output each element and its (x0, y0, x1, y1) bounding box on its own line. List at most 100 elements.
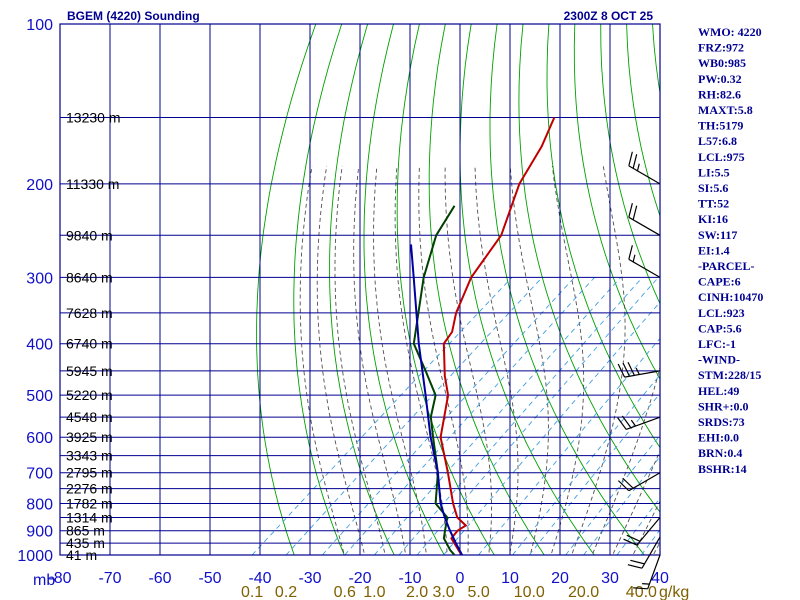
wind-barb-flag (633, 587, 648, 590)
temperature-tick-label: -40 (248, 570, 271, 587)
moist-adiabat (591, 365, 660, 555)
mixing-ratio-line (398, 277, 643, 555)
mixing-ratio-label: 1.0 (363, 584, 385, 600)
height-level-label: 2276 m (66, 481, 113, 497)
temperature-profile (439, 117, 556, 555)
wind-barb-staff (647, 554, 661, 590)
parcel-trace (410, 244, 464, 555)
height-level-label: 8640 m (66, 269, 113, 285)
wind-barb (627, 536, 661, 569)
wind-barb-flag (628, 203, 633, 218)
index-line: STM:228/15 (698, 368, 761, 382)
wind-barb-staff (625, 416, 661, 431)
temperature-tick-label: -60 (148, 570, 171, 587)
height-level-label: 5945 m (66, 363, 113, 379)
index-line: CAPE:6 (698, 275, 741, 289)
mixing-ratio-label: 0.1 (241, 584, 263, 600)
temperature-tick-label: 0 (456, 570, 465, 587)
wind-barb (617, 362, 661, 378)
pressure-tick-label: 800 (26, 497, 53, 514)
index-line: PW:0.32 (698, 72, 742, 86)
station-title: BGEM (4220) Sounding (67, 9, 200, 23)
wind-barb (617, 415, 661, 431)
height-level-label: 5220 m (66, 387, 113, 403)
temperature-tick-label: 20 (551, 570, 569, 587)
moist-adiabat (299, 165, 345, 555)
height-level-label: 2795 m (66, 465, 113, 481)
pressure-tick-label: 100 (26, 17, 53, 34)
index-line: CAP:5.6 (698, 321, 742, 335)
moist-adiabat (509, 165, 549, 555)
pressure-tick-label: 200 (26, 177, 53, 194)
temperature-tick-label: 40 (651, 570, 669, 587)
index-line: HEL:49 (698, 384, 739, 398)
index-line: WB0:985 (698, 56, 746, 70)
moist-adiabat (444, 165, 493, 555)
valid-time: 2300Z 8 OCT 25 (564, 9, 654, 23)
temperature-tick-label: -50 (198, 570, 221, 587)
pressure-tick-label: 700 (26, 466, 53, 483)
mixing-ratio-label: 0.6 (334, 584, 356, 600)
pressure-tick-label: 500 (26, 388, 53, 405)
index-line: SW:117 (698, 228, 737, 242)
dewpoint-profile (412, 205, 456, 555)
wind-barb (628, 151, 661, 185)
pressure-tick-label: 900 (26, 524, 53, 541)
index-line: KI:16 (698, 212, 728, 226)
wind-barb-half-flag (642, 583, 650, 585)
index-line: -WIND- (698, 353, 740, 367)
pressure-tick-label: 300 (26, 270, 53, 287)
height-level-label: 7628 m (66, 305, 113, 321)
index-line: CINH:10470 (698, 290, 763, 304)
height-level-label: 11330 m (66, 176, 119, 192)
temperature-tick-label: -20 (348, 570, 371, 587)
wind-barb (628, 245, 661, 278)
index-line: TT:52 (698, 197, 729, 211)
wind-barb-flag (622, 477, 634, 489)
temperature-tick-label: -10 (398, 570, 421, 587)
index-line: RH:82.6 (698, 87, 741, 101)
index-line: EI:1.4 (698, 243, 730, 257)
wind-barb-flag (630, 559, 645, 565)
height-level-label: 435 m (66, 535, 105, 551)
index-line: EHI:0.0 (698, 431, 739, 445)
mixing-ratio-label: 0.2 (275, 584, 297, 600)
index-line: TH:5179 (698, 119, 743, 133)
index-line: BSHR:14 (698, 462, 747, 476)
wind-barb-flag (617, 363, 626, 378)
wind-barb-flag (628, 245, 633, 260)
height-level-label: 9840 m (66, 227, 113, 243)
height-level-label: 13230 m (66, 110, 120, 126)
index-line: LI:5.5 (698, 165, 730, 179)
wind-barb-half-flag (630, 419, 637, 427)
wind-barb-flag (627, 362, 635, 376)
mixing-ratio-line (583, 455, 660, 555)
mixing-ratio-label: 20.0 (568, 584, 599, 600)
mixing-ratio-label: 3.0 (432, 584, 454, 600)
wind-barbs (617, 151, 661, 590)
height-level-label: 1314 m (66, 510, 113, 526)
temperature-tick-label: -70 (98, 570, 121, 587)
index-line: FRZ:972 (698, 41, 744, 55)
wind-barb-flag (627, 564, 643, 569)
wind-barb (633, 554, 661, 590)
mixing-ratio-line (322, 277, 575, 555)
index-line: MAXT:5.8 (698, 103, 753, 117)
mixing-ratio-line (285, 277, 543, 555)
temperature-tick-label: 30 (601, 570, 619, 587)
mixing-ratio-line (344, 277, 595, 555)
height-level-label: 4548 m (66, 409, 113, 425)
height-level-label: 3343 m (66, 448, 113, 464)
index-line: L57:6.8 (698, 134, 737, 148)
wind-barb (617, 472, 661, 492)
wind-barb-flag (626, 534, 641, 542)
plot-frame (59, 23, 661, 556)
wind-barb-half-flag (636, 163, 640, 171)
index-line: LCL:923 (698, 306, 745, 320)
height-level-label: 1782 m (66, 496, 113, 512)
moist-adiabat (571, 165, 626, 555)
wind-barb-staff (628, 216, 661, 236)
